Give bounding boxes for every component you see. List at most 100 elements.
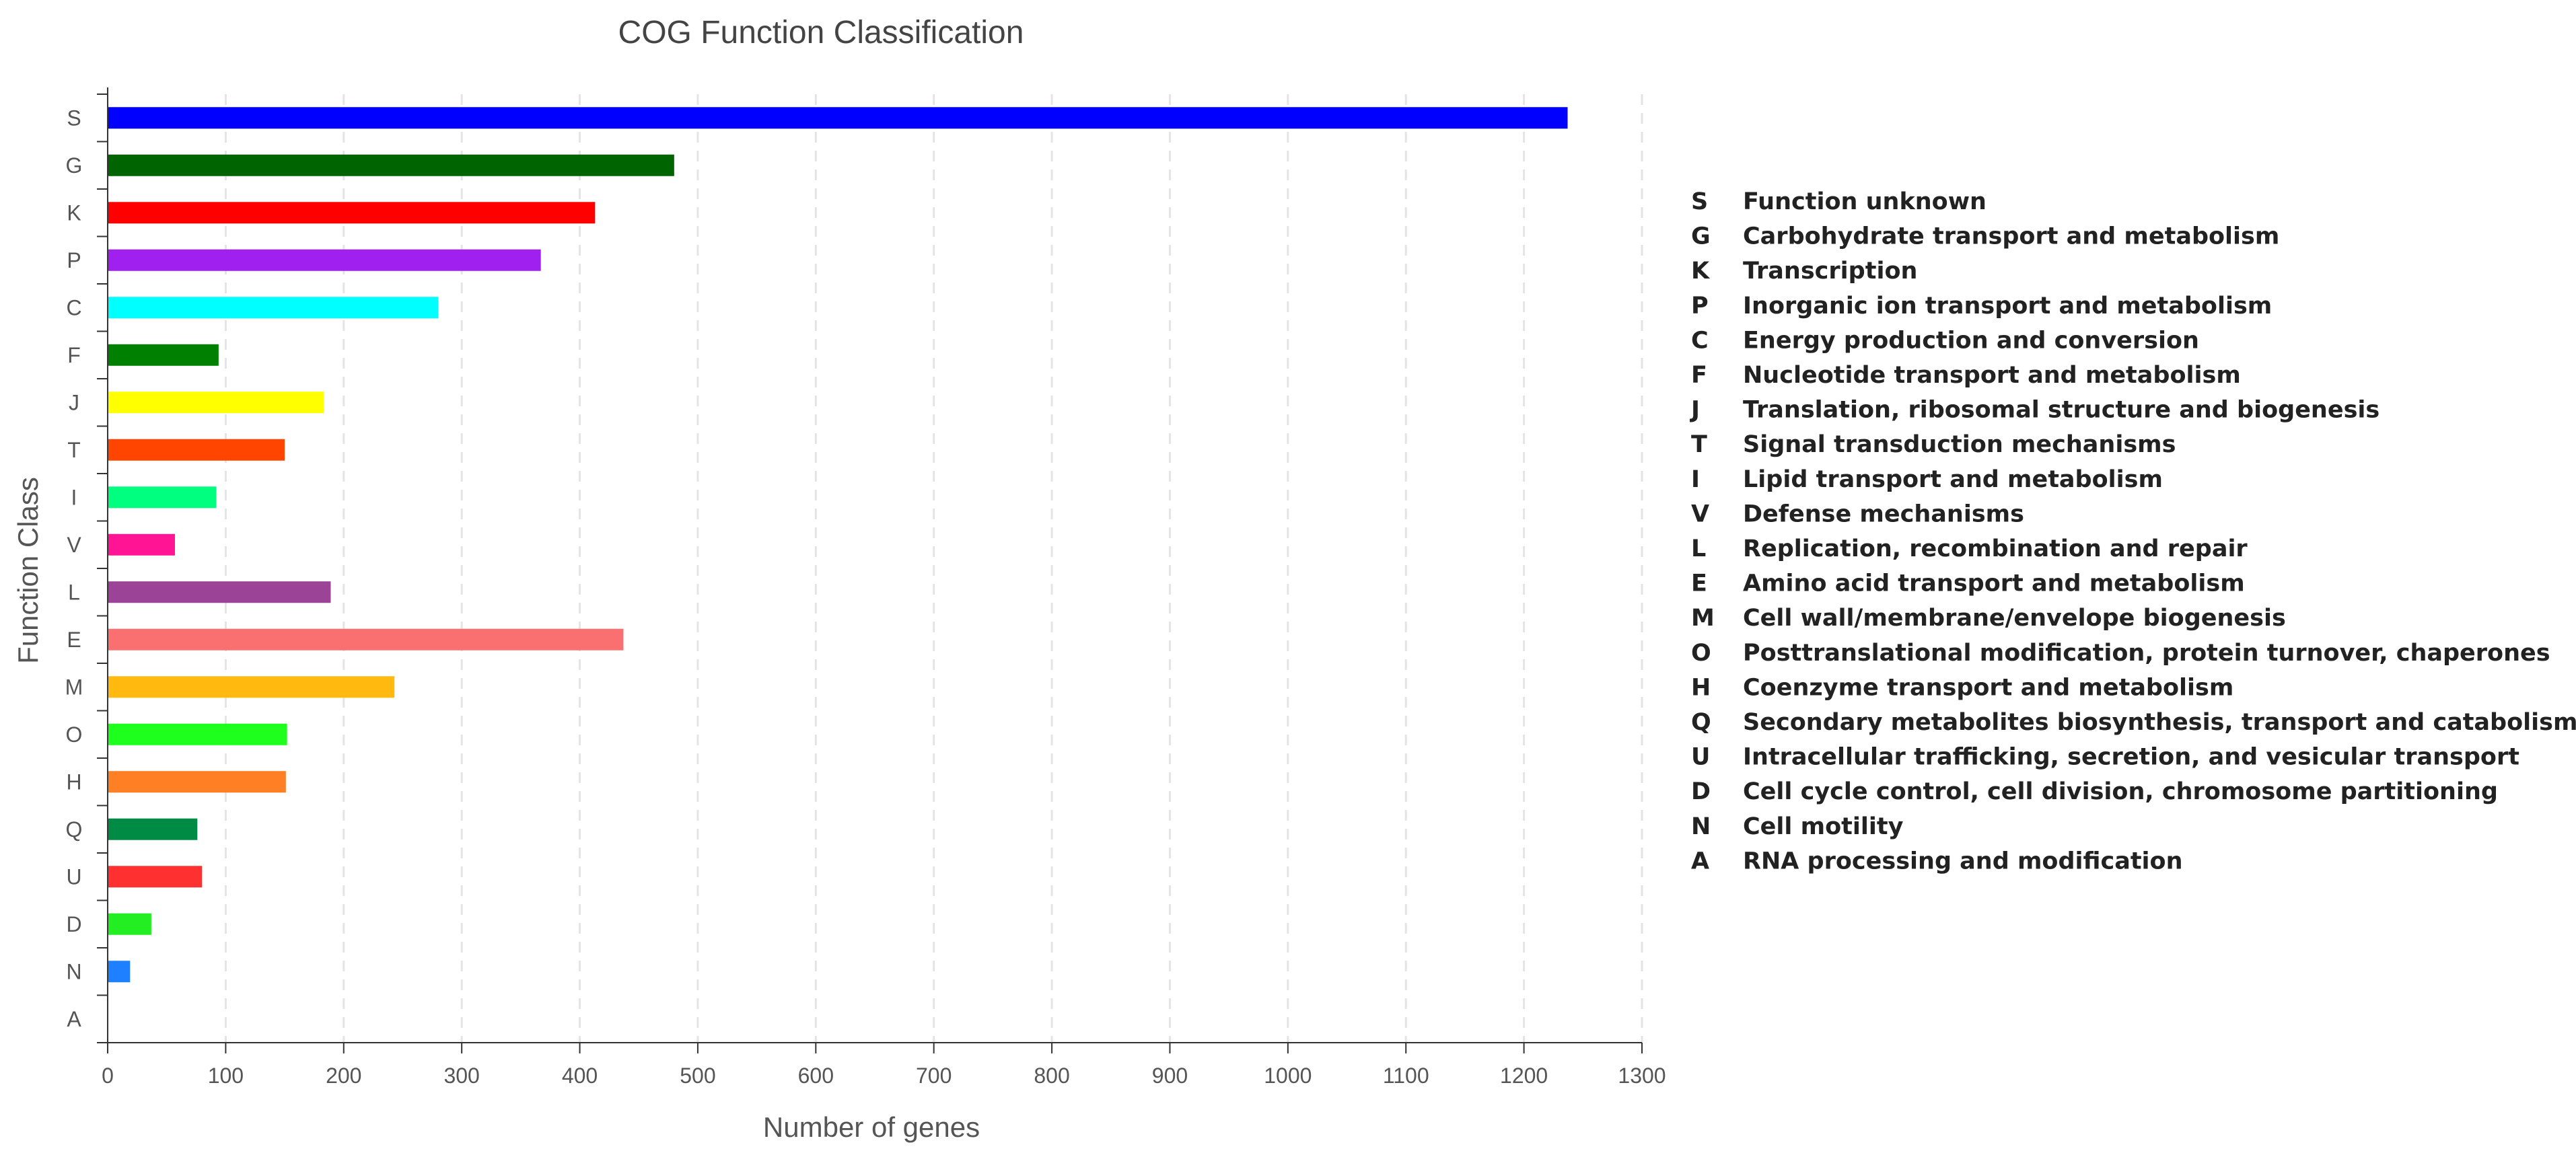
bar-layer: [108, 107, 1568, 983]
legend-label: Nucleotide transport and metabolism: [1743, 362, 2241, 389]
y-tick-label: M: [65, 675, 83, 699]
x-tick-label: 500: [680, 1064, 715, 1088]
legend-code: V: [1691, 500, 1709, 527]
bar-V: [108, 533, 175, 556]
x-tick-label: 1100: [1383, 1064, 1429, 1088]
bar-S: [108, 107, 1568, 129]
legend-label: Defense mechanisms: [1743, 500, 2024, 527]
x-tick-label: 200: [326, 1064, 361, 1088]
legend-label: Secondary metabolites biosynthesis, tran…: [1743, 709, 2576, 736]
legend-code: M: [1691, 605, 1715, 632]
y-tick-label: C: [66, 295, 81, 320]
y-axis-label: Function Class: [12, 477, 44, 664]
legend-label: Replication, recombination and repair: [1743, 535, 2248, 562]
y-tick-label: A: [67, 1007, 81, 1031]
legend-code: T: [1691, 431, 1707, 458]
bar-H: [108, 771, 286, 793]
legend-code: P: [1691, 293, 1709, 320]
x-tick-label: 700: [916, 1064, 952, 1088]
y-tick-label: Q: [66, 817, 83, 842]
bar-O: [108, 723, 287, 745]
legend: S Function unknown G Carbohydrate transport…: [1690, 188, 2576, 874]
legend-label: Energy production and conversion: [1743, 327, 2199, 354]
x-tick-label: 800: [1034, 1064, 1069, 1088]
legend-code: D: [1691, 778, 1711, 805]
legend-code: L: [1691, 535, 1706, 562]
x-tick-label: 900: [1152, 1064, 1188, 1088]
legend-label: Function unknown: [1743, 188, 1987, 215]
y-tick-label: F: [67, 343, 81, 367]
legend-code: C: [1691, 327, 1709, 354]
legend-code: S: [1691, 188, 1708, 215]
x-tick-label: 1200: [1500, 1064, 1548, 1088]
legend-label: Intracellular trafficking, secretion, an…: [1743, 744, 2519, 771]
bar-K: [108, 202, 596, 224]
bar-D: [108, 913, 151, 935]
x-tick-label: 300: [443, 1064, 479, 1088]
y-tick-label: K: [67, 200, 81, 225]
legend-code: N: [1691, 813, 1711, 840]
bar-Q: [108, 818, 198, 840]
y-tick-label: D: [66, 912, 81, 936]
legend-code: A: [1691, 848, 1709, 874]
bar-G: [108, 154, 674, 176]
legend-code: F: [1691, 362, 1707, 389]
legend-label: Signal transduction mechanisms: [1743, 431, 2176, 458]
y-tick-label: E: [67, 628, 81, 652]
x-tick-label: 100: [208, 1064, 244, 1088]
grid-layer: [224, 94, 1643, 1043]
bar-U: [108, 866, 203, 888]
y-tick-label: G: [66, 153, 83, 178]
legend-label: Translation, ribosomal structure and bio…: [1743, 397, 2380, 424]
chart-title: COG Function Classification: [618, 15, 1024, 50]
x-tick-label: 400: [562, 1064, 598, 1088]
legend-label: Carbohydrate transport and metabolism: [1743, 223, 2279, 250]
bar-E: [108, 628, 624, 650]
bar-C: [108, 297, 439, 319]
y-tick-label: H: [66, 770, 81, 794]
legend-label: Cell wall/membrane/envelope biogenesis: [1743, 605, 2286, 632]
x-tick-label: 1000: [1264, 1064, 1312, 1088]
bar-J: [108, 392, 324, 414]
legend-label: Cell cycle control, cell division, chrom…: [1743, 778, 2498, 805]
y-tick-label: L: [68, 580, 80, 604]
legend-label: Posttranslational modification, protein …: [1743, 640, 2550, 667]
y-tick-label: U: [66, 864, 81, 889]
legend-code: J: [1690, 397, 1700, 424]
legend-code: K: [1691, 258, 1711, 285]
y-tick-label: I: [71, 485, 77, 509]
bar-I: [108, 486, 217, 509]
legend-code: I: [1691, 466, 1700, 493]
legend-label: Inorganic ion transport and metabolism: [1743, 293, 2272, 320]
x-tick-label: 0: [102, 1064, 114, 1088]
x-tick-label: 600: [798, 1064, 834, 1088]
bar-N: [108, 961, 131, 983]
bar-T: [108, 439, 285, 461]
legend-code: G: [1691, 223, 1711, 250]
legend-label: Transcription: [1743, 258, 1917, 285]
y-tick-label: P: [67, 248, 81, 272]
y-tick-label: J: [69, 390, 79, 414]
y-tick-label: T: [67, 438, 81, 462]
y-tick-label: V: [67, 533, 81, 557]
bar-L: [108, 581, 331, 603]
x-tick-label: 1300: [1618, 1064, 1666, 1088]
bar-P: [108, 249, 541, 271]
bar-M: [108, 676, 395, 698]
y-tick-label: O: [66, 722, 83, 747]
legend-label: Cell motility: [1743, 813, 1904, 840]
legend-label: RNA processing and modification: [1743, 848, 2183, 874]
legend-label: Amino acid transport and metabolism: [1743, 570, 2245, 597]
x-axis-label: Number of genes: [763, 1111, 980, 1143]
legend-code: E: [1691, 570, 1707, 597]
legend-code: Q: [1691, 709, 1711, 736]
legend-label: Lipid transport and metabolism: [1743, 466, 2163, 493]
y-tick-label: S: [67, 106, 81, 130]
y-tick-label: N: [66, 959, 81, 983]
bar-F: [108, 344, 219, 366]
legend-label: Coenzyme transport and metabolism: [1743, 674, 2233, 701]
legend-code: O: [1691, 640, 1711, 667]
legend-code: H: [1691, 674, 1711, 701]
